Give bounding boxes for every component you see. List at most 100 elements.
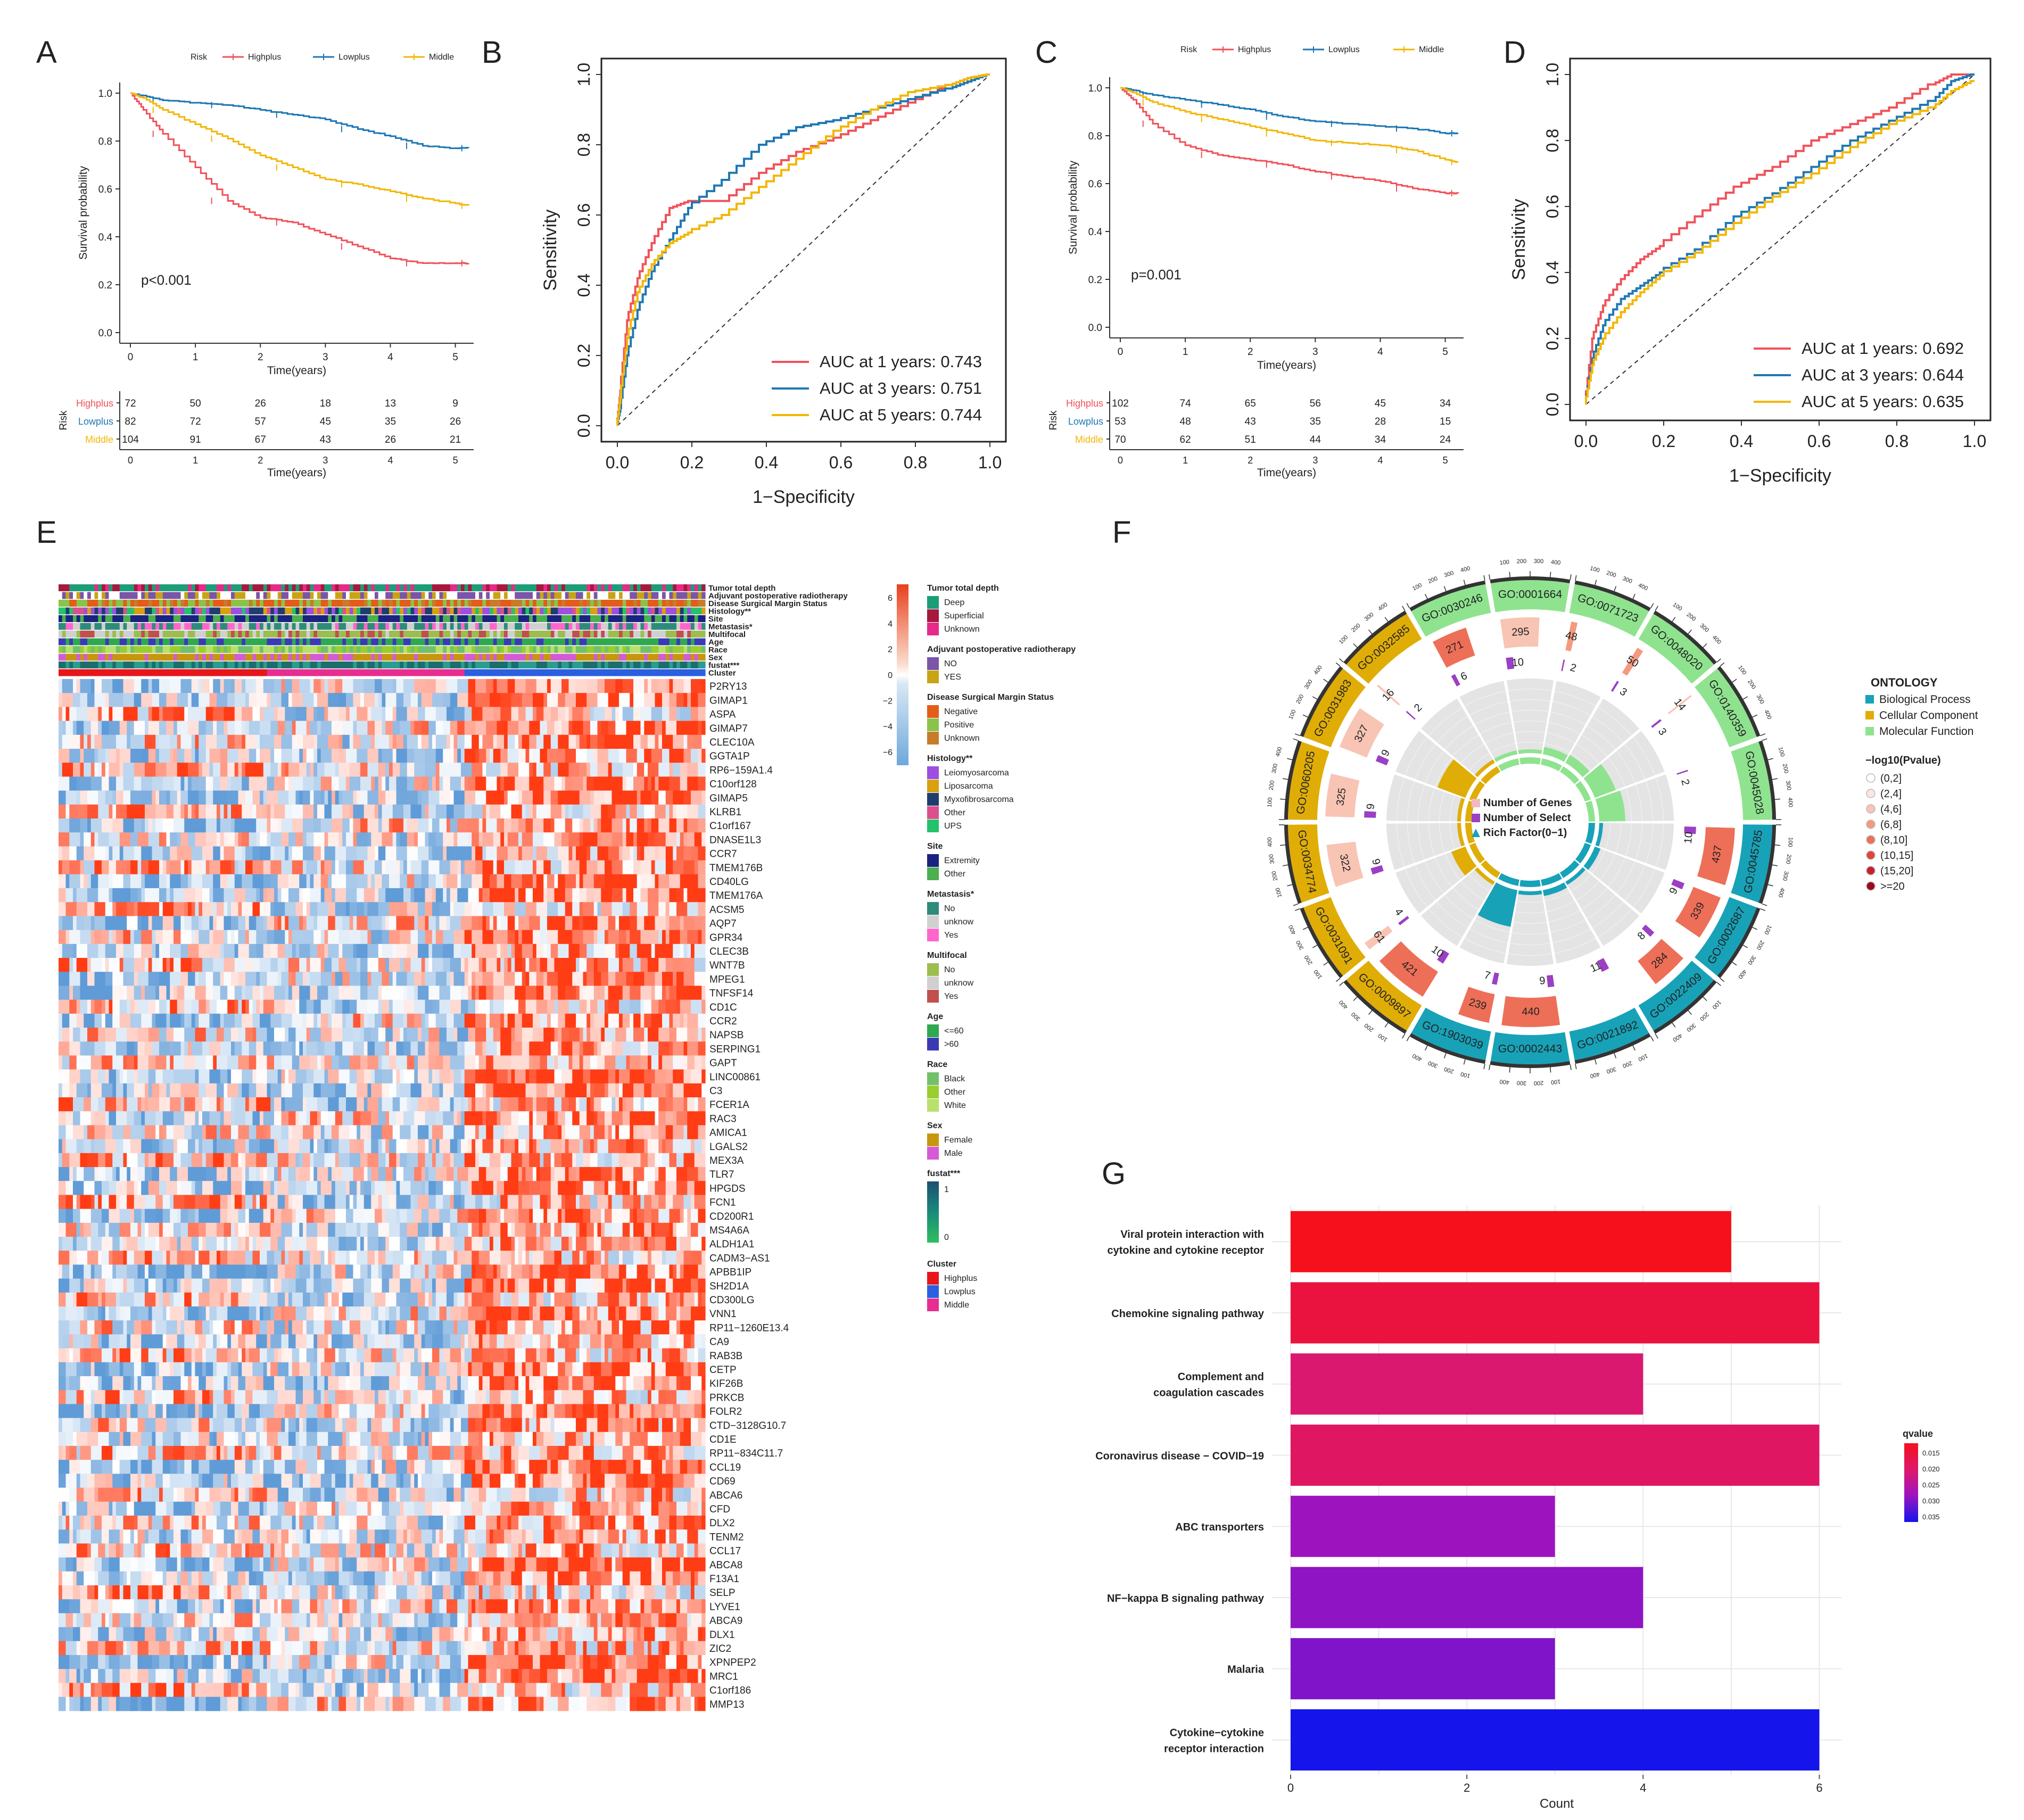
- heatmap-cell: [227, 902, 232, 916]
- annotation-cell: [130, 584, 135, 591]
- heatmap-cell: [162, 776, 174, 791]
- heatmap-cell: [166, 999, 170, 1014]
- heatmap-cell: [242, 707, 253, 722]
- heatmap-cell: [292, 679, 300, 693]
- heatmap-cell: [270, 1041, 275, 1056]
- roc-panel-D: 0.00.00.20.20.40.40.60.60.80.81.01.01−Sp…: [1509, 57, 1992, 486]
- annotation-cell: [263, 584, 268, 591]
- heatmap-cell: [475, 1013, 486, 1028]
- survival-curve-Lowplus: [130, 92, 469, 150]
- heatmap-cell: [317, 804, 325, 819]
- heatmap-cell: [224, 1013, 235, 1028]
- annotation-cell: [561, 584, 566, 591]
- annotation-cell: [73, 607, 77, 615]
- heatmap-cell: [698, 846, 706, 861]
- annotation-cell: [295, 646, 300, 653]
- annotation-cell: [112, 607, 117, 615]
- heatmap-cell: [256, 693, 268, 707]
- annotation-cell: [522, 600, 526, 607]
- heatmap-cell: [59, 776, 70, 791]
- heatmap-cell: [500, 944, 505, 958]
- annotation-cell: [389, 600, 393, 607]
- heatmap-cell: [428, 958, 433, 972]
- heatmap-cell: [238, 749, 250, 763]
- legend-label: AUC at 5 years: 0.744: [820, 406, 982, 424]
- heatmap-cell: [260, 846, 271, 861]
- annotation-cell: [277, 638, 282, 646]
- annotation-cell: [432, 646, 436, 653]
- heatmap-cell: [597, 693, 609, 707]
- heatmap-cell: [205, 721, 213, 735]
- annotation-cell: [389, 631, 393, 638]
- annotation-cell: [435, 669, 440, 676]
- heatmap-cell: [698, 707, 706, 722]
- annotation-cell: [421, 615, 426, 622]
- annotation-cell: [310, 600, 314, 607]
- annotation-cell: [378, 631, 383, 638]
- annotation-cell: [400, 646, 404, 653]
- heatmap-cell: [687, 902, 699, 916]
- annotation-cell: [504, 623, 508, 630]
- heatmap-cell: [119, 721, 127, 735]
- annotation-cell: [518, 669, 523, 676]
- annotation-cell: [299, 623, 303, 630]
- annotation-cell: [694, 646, 699, 653]
- heatmap-cell: [332, 958, 340, 972]
- annotation-cell: [306, 631, 311, 638]
- annotation-cell: [378, 607, 383, 615]
- heatmap-cell: [597, 902, 601, 916]
- annotation-cell: [615, 661, 619, 668]
- heatmap-cell: [407, 734, 418, 749]
- heatmap-cell: [619, 693, 630, 707]
- heatmap-body: [59, 679, 706, 1711]
- heatmap-cell: [109, 763, 120, 777]
- heatmap-cell: [317, 1013, 321, 1028]
- heatmap-cell: [568, 1028, 580, 1042]
- heatmap-cell: [493, 999, 505, 1014]
- heatmap-cell: [428, 874, 436, 889]
- annotation-cell: [626, 661, 630, 668]
- annotation-cell: [62, 623, 67, 630]
- annotation-cell: [683, 638, 688, 646]
- annotation-cell: [112, 623, 117, 630]
- heatmap-cell: [249, 930, 257, 945]
- heatmap-cell: [270, 818, 278, 833]
- heatmap-cell: [332, 776, 336, 791]
- annotation-cell: [288, 607, 293, 615]
- annotation-cell: [608, 615, 613, 622]
- annotation-cell: [651, 584, 656, 591]
- annotation-cell: [90, 584, 95, 591]
- annotation-cell: [583, 669, 587, 676]
- heatmap-cell: [644, 721, 656, 735]
- annotation-cell: [550, 607, 555, 615]
- annotation-cell: [188, 615, 192, 622]
- annotation-cell: [497, 607, 501, 615]
- annotation-cell: [651, 661, 656, 668]
- heatmap-cell: [605, 707, 613, 722]
- heatmap-cell: [252, 707, 260, 722]
- annotation-cell: [155, 661, 160, 668]
- y-tick-label: 1.0: [98, 88, 112, 100]
- heatmap-cell: [461, 958, 465, 972]
- annotation-cell: [80, 638, 84, 646]
- annotation-cell: [608, 607, 613, 615]
- annotation-cell: [392, 584, 397, 591]
- heatmap-cell: [457, 860, 461, 875]
- annotation-cell: [317, 661, 321, 668]
- heatmap-cell: [69, 860, 81, 875]
- heatmap-cell: [425, 832, 429, 847]
- annotation-cell: [547, 584, 551, 591]
- heatmap-cell: [648, 888, 659, 903]
- heatmap-cell: [375, 860, 383, 875]
- heatmap-cell: [109, 790, 113, 805]
- annotation-cell: [669, 669, 673, 676]
- heatmap-cell: [478, 888, 483, 903]
- heatmap-cell: [76, 888, 88, 903]
- annotation-cell: [511, 615, 515, 622]
- annotation-cell: [180, 607, 185, 615]
- heatmap-cell: [669, 916, 681, 931]
- annotation-cell: [130, 615, 135, 622]
- heatmap-cell: [428, 1041, 440, 1056]
- annotation-cell: [651, 600, 656, 607]
- annotation-cell: [515, 623, 519, 630]
